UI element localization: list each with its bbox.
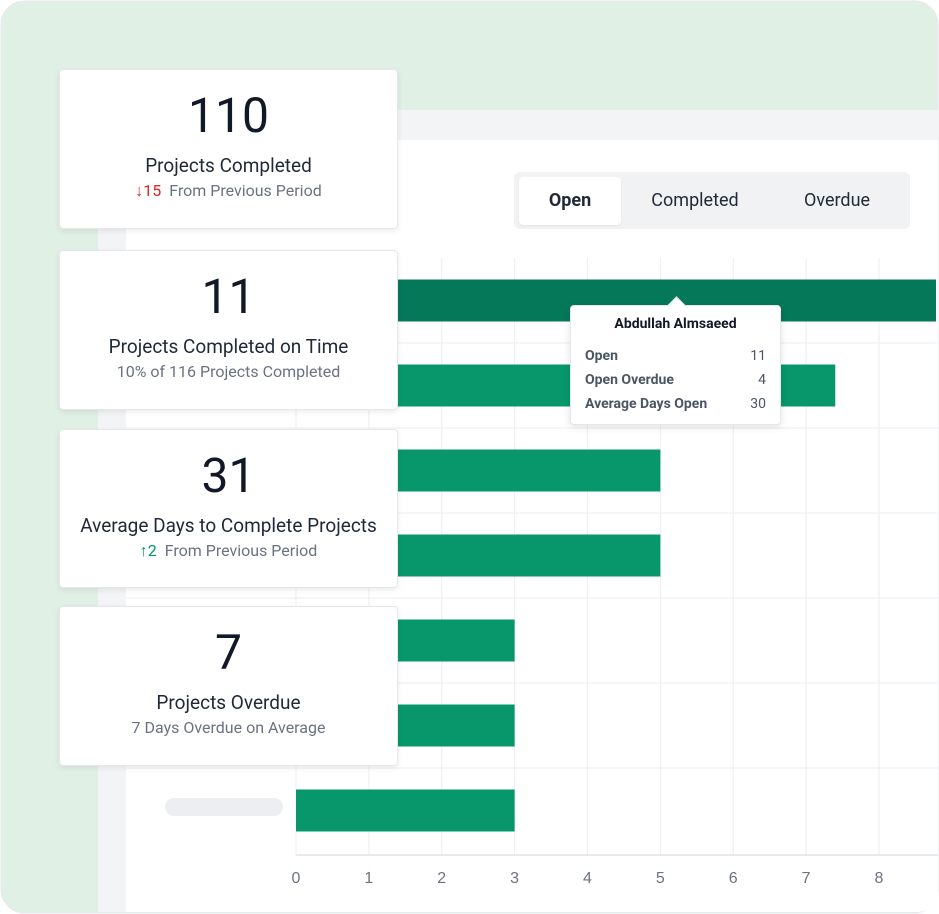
tooltip-value: 30 [750, 396, 766, 412]
kpi-value: 11 [201, 268, 256, 325]
kpi-delta-row: ↑2 From Previous Period [60, 541, 397, 561]
kpi-title: Average Days to Complete Projects [80, 514, 377, 537]
kpi-value: 31 [201, 447, 256, 504]
tooltip-row: Open Overdue 4 [585, 368, 766, 392]
tab-bar: Open Completed Overdue [514, 172, 910, 229]
x-tick-label: 3 [510, 870, 519, 887]
kpi-title: Projects Completed [145, 154, 312, 177]
tooltip-label: Open Overdue [585, 372, 674, 388]
kpi-subtitle: 10% of 116 Projects Completed [116, 362, 341, 381]
label-placeholder [165, 798, 283, 816]
tooltip: Abdullah Almsaeed Open 11 Open Overdue 4 Ave… [570, 296, 781, 425]
tab[interactable]: Open [519, 176, 621, 225]
delta-value: 15 [143, 181, 162, 200]
bar [296, 789, 515, 832]
tooltip-value: 11 [750, 348, 766, 364]
kpi-card: 110 Projects Completed ↓15 From Previous P… [59, 69, 398, 229]
delta-text: From Previous Period [169, 181, 322, 200]
x-tick-label: 7 [802, 870, 811, 887]
kpi-delta-row: ↓15 From Previous Period [60, 181, 397, 201]
tooltip-label: Average Days Open [585, 396, 708, 412]
kpi-title: Projects Completed on Time [108, 335, 349, 358]
x-tick-label: 2 [437, 870, 446, 887]
x-tick-label: 0 [292, 870, 301, 887]
tab[interactable]: Overdue [803, 190, 871, 211]
x-tick-label: 4 [583, 870, 592, 887]
tooltip-value: 4 [758, 372, 766, 388]
tooltip-title: Abdullah Almsaeed [614, 316, 737, 332]
kpi-value: 110 [188, 87, 269, 144]
tooltip-row: Average Days Open 30 [585, 392, 766, 416]
tab[interactable]: Completed [651, 190, 739, 211]
x-tick-label: 1 [364, 870, 373, 887]
delta: ↓15 [135, 181, 161, 200]
kpi-card: 7 Projects Overdue 7 Days Overdue on Avera… [59, 606, 398, 766]
x-tick-label: 5 [656, 870, 665, 887]
x-tick-label: 6 [729, 870, 738, 887]
delta-arrow: ↑ [139, 541, 148, 560]
delta-arrow: ↓ [135, 181, 144, 200]
delta-value: 2 [147, 541, 157, 560]
kpi-value: 7 [215, 624, 242, 681]
kpi-card: 31 Average Days to Complete Projects ↑2 Fr… [59, 429, 398, 588]
x-tick-label: 8 [875, 870, 884, 887]
kpi-title: Projects Overdue [156, 691, 301, 714]
delta: ↑2 [140, 541, 157, 560]
tooltip-label: Open [585, 348, 618, 364]
delta-text: From Previous Period [164, 541, 318, 560]
tooltip-row: Open 11 [585, 344, 766, 368]
kpi-subtitle: 7 Days Overdue on Average [131, 718, 326, 737]
kpi-card: 11 Projects Completed on Time 10% of 116 P… [59, 250, 398, 410]
